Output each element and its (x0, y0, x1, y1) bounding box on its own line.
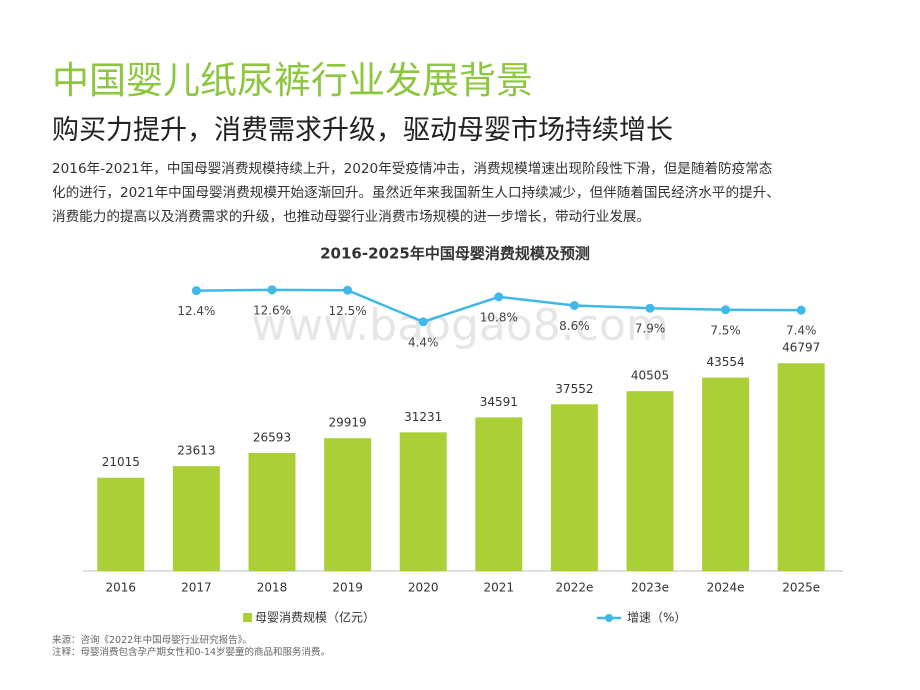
point (796, 305, 806, 315)
legend-label: 增速（%） (627, 611, 686, 625)
value-label: 34591 (480, 395, 518, 409)
value-label: 46797 (782, 341, 820, 355)
footnotes: 来源：咨询《2022年中国母婴行业研究报告》。 注释：母婴消费包含孕产期女性和0… (52, 635, 330, 659)
title: 中国婴儿纸尿裤行业发展背景 (52, 59, 533, 102)
value-label: 29919 (329, 416, 367, 430)
paragraph-line: 消费能力的提高以及消费需求的升级，也推动母婴行业消费市场规模的进一步增长，带动行… (52, 209, 651, 225)
value-label: 12.5% (329, 304, 367, 318)
bar (626, 391, 674, 571)
value-label: 10.8% (480, 310, 518, 324)
paragraph-line: 2016年-2021年，中国母婴消费规模持续上升，2020年受疫情冲击，消费规模… (52, 161, 773, 177)
footnote: 注释：母婴消费包含孕产期女性和0-14岁婴童的商品和服务消费。 (52, 647, 331, 658)
bar (248, 452, 296, 571)
value-label: 40505 (631, 369, 669, 383)
x-tick-label: 2022e (555, 581, 593, 595)
x-tick-label: 2018 (257, 581, 288, 595)
x-tick-label: 2025e (782, 581, 820, 595)
point (569, 300, 579, 310)
value-label: 31231 (404, 410, 442, 424)
x-tick-label: 2020 (408, 581, 439, 595)
value-label: 8.6% (559, 319, 590, 333)
value-label: 7.4% (786, 324, 817, 338)
bar (550, 404, 598, 571)
subtitle: 购买力提升，消费需求升级，驱动母婴市场持续增长 (52, 115, 673, 146)
value-label: 21015 (102, 455, 140, 469)
point (267, 285, 277, 295)
x-tick-label: 2023e (631, 581, 669, 595)
point (191, 286, 201, 296)
x-tick-label: 2017 (181, 581, 212, 595)
x-tick-label: 2019 (332, 581, 363, 595)
bar (172, 466, 220, 571)
x-tick-label: 2021 (484, 581, 515, 595)
bar (777, 363, 825, 571)
value-label: 12.6% (253, 303, 291, 317)
bar (475, 417, 523, 571)
x-tick-label: 2016 (106, 581, 137, 595)
legend-label: 母婴消费规模（亿元） (255, 610, 375, 625)
bar (702, 377, 750, 571)
paragraph: 2016年-2021年，中国母婴消费规模持续上升，2020年受疫情冲击，消费规模… (52, 157, 780, 229)
point (645, 303, 655, 313)
value-label: 7.9% (635, 322, 666, 336)
value-label: 7.5% (710, 323, 741, 337)
value-label: 23613 (177, 444, 215, 458)
legend-swatch (243, 613, 252, 622)
value-label: 43554 (707, 355, 745, 369)
point (343, 285, 353, 295)
point (418, 317, 428, 327)
value-label: 12.4% (177, 304, 215, 318)
point (721, 305, 731, 315)
value-label: 37552 (555, 382, 593, 396)
bar (97, 477, 145, 571)
point (494, 292, 504, 302)
legend-swatch (605, 614, 613, 622)
bar (324, 438, 372, 571)
value-label: 26593 (253, 430, 291, 444)
chart-title: 2016-2025年中国母婴消费规模及预测 (320, 245, 590, 263)
paragraph-line: 化的进行，2021年中国母婴消费规模开始逐渐回升。虽然近年来我国新生人口持续减少… (52, 185, 780, 201)
value-label: 4.4% (408, 335, 439, 349)
bar (399, 432, 447, 571)
footnote: 来源：咨询《2022年中国母婴行业研究报告》。 (52, 635, 252, 646)
x-tick-label: 2024e (707, 581, 745, 595)
